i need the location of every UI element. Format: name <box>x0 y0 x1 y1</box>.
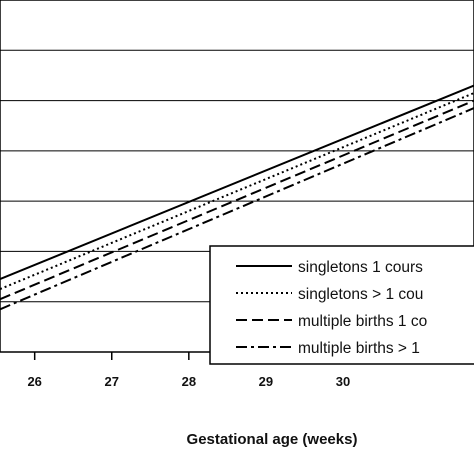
legend-label-4: multiple births > 1 <box>298 340 420 357</box>
x-tick-label: 29 <box>259 374 273 389</box>
series-line-1 <box>0 84 474 281</box>
x-axis-title: Gestational age (weeks) <box>187 431 358 448</box>
x-tick-label: 26 <box>27 374 41 389</box>
legend: singletons 1 cours singletons > 1 cou mult… <box>209 245 474 365</box>
series-line-4 <box>0 107 474 311</box>
legend-label-2: singletons > 1 cou <box>298 286 423 303</box>
legend-label-3: multiple births 1 co <box>298 313 427 330</box>
x-tick-label: 27 <box>105 374 119 389</box>
x-tick-label: 30 <box>336 374 350 389</box>
x-tick-label: 28 <box>182 374 196 389</box>
legend-label-1: singletons 1 cours <box>298 259 423 276</box>
series-lines <box>0 84 474 311</box>
series-line-3 <box>0 99 474 301</box>
series-line-2 <box>0 92 474 291</box>
